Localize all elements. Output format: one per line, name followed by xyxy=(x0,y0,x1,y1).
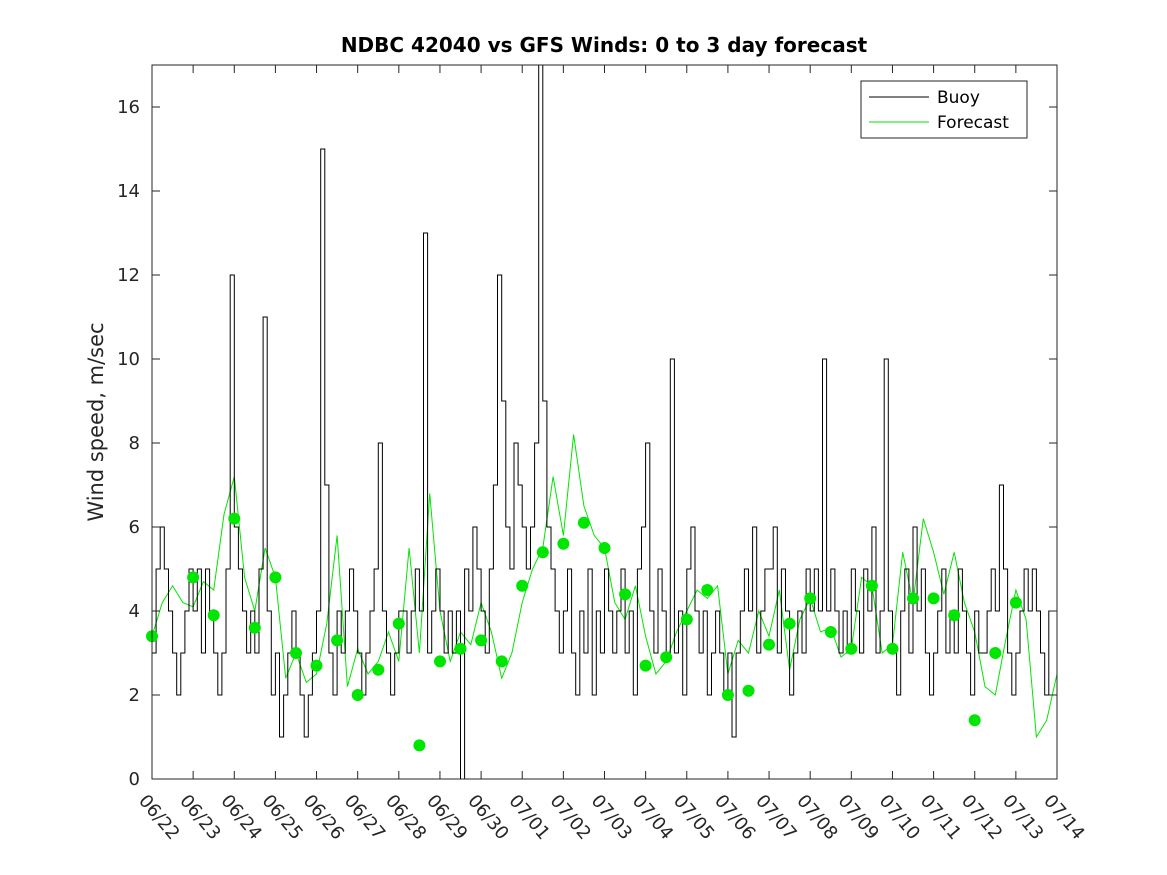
legend-box xyxy=(860,80,1028,139)
forecast-marker xyxy=(783,617,796,630)
forecast-marker xyxy=(187,571,200,584)
forecast-marker xyxy=(516,579,529,592)
forecast-marker xyxy=(907,592,919,605)
forecast-marker xyxy=(865,579,878,592)
forecast-marker xyxy=(763,638,775,651)
y-tick-label: 12 xyxy=(117,265,140,286)
forecast-marker xyxy=(269,571,282,584)
forecast-marker xyxy=(619,588,632,601)
forecast-marker xyxy=(701,584,714,596)
y-tick-label: 10 xyxy=(117,349,140,370)
legend-forecast-label: Forecast xyxy=(937,113,1009,133)
y-tick-label: 4 xyxy=(129,601,140,622)
forecast-marker xyxy=(248,621,261,634)
y-tick-label: 6 xyxy=(129,517,140,538)
forecast-marker xyxy=(680,613,693,626)
forecast-marker xyxy=(454,642,467,655)
forecast-marker xyxy=(948,609,961,622)
y-tick-label: 2 xyxy=(129,685,140,706)
forecast-marker xyxy=(660,651,673,664)
forecast-marker xyxy=(927,592,940,605)
forecast-marker xyxy=(557,537,570,550)
y-axis-label: Wind speed, m/sec xyxy=(84,322,108,521)
plot-area xyxy=(152,65,1057,779)
forecast-marker xyxy=(310,659,323,672)
forecast-marker xyxy=(598,542,611,554)
forecast-marker xyxy=(536,546,549,559)
buoy-line xyxy=(152,64,1053,780)
chart-title: NDBC 42040 vs GFS Winds: 0 to 3 day fore… xyxy=(341,33,868,57)
forecast-marker xyxy=(639,659,652,672)
forecast-marker xyxy=(495,655,508,668)
y-tick-label: 14 xyxy=(117,181,140,202)
legend-buoy-label: Buoy xyxy=(937,88,980,108)
legend: Buoy Forecast xyxy=(860,80,1028,139)
forecast-marker xyxy=(331,634,344,647)
forecast-marker xyxy=(434,655,446,668)
forecast-marker xyxy=(721,689,734,701)
y-tick-label: 0 xyxy=(129,769,140,790)
forecast-marker xyxy=(886,642,899,655)
forecast-marker xyxy=(475,634,488,647)
forecast-marker xyxy=(989,647,1002,659)
forecast-marker xyxy=(290,647,302,659)
forecast-marker xyxy=(1009,596,1022,609)
forecast-marker xyxy=(207,609,220,622)
y-tick-label: 8 xyxy=(129,433,140,454)
forecast-marker xyxy=(372,663,385,676)
forecast-marker xyxy=(845,642,858,655)
forecast-marker xyxy=(577,516,590,529)
forecast-marker xyxy=(804,592,817,605)
forecast-marker xyxy=(228,512,241,525)
marker-layer xyxy=(146,512,1022,752)
forecast-marker xyxy=(392,617,405,630)
forecast-marker xyxy=(824,626,837,638)
forecast-marker xyxy=(968,714,981,727)
y-tick-label: 16 xyxy=(117,97,140,118)
forecast-marker xyxy=(413,739,426,752)
forecast-marker xyxy=(742,684,755,697)
forecast-marker xyxy=(351,689,364,701)
